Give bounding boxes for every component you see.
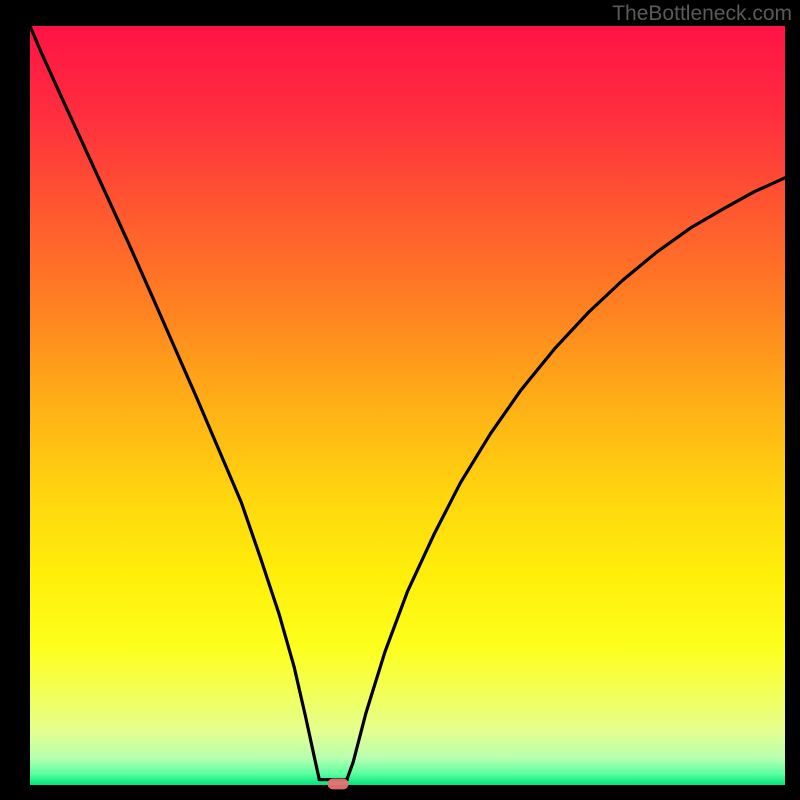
optimum-marker	[327, 779, 348, 790]
watermark-text: TheBottleneck.com	[612, 2, 792, 26]
chart-background	[30, 26, 785, 785]
bottleneck-chart	[0, 0, 800, 800]
